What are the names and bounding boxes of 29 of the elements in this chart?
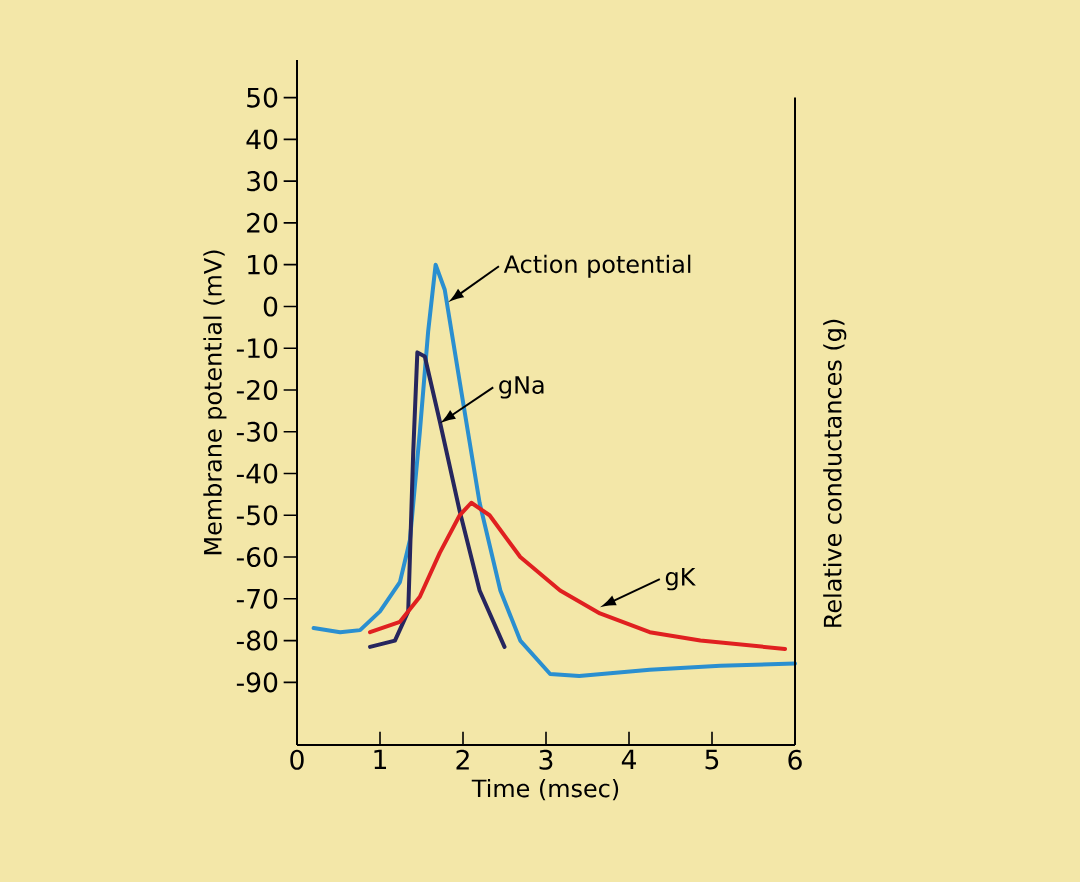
y-tick-label: 50 bbox=[247, 87, 278, 108]
x-tick-label: 1 bbox=[374, 749, 387, 770]
y-tick-label: 0 bbox=[263, 296, 278, 317]
annotation: gK bbox=[665, 567, 696, 591]
y-tick-label: -10 bbox=[236, 338, 278, 359]
x-tick-label: 6 bbox=[788, 749, 802, 770]
y-axis-title: Membrane potential (mV) bbox=[203, 250, 227, 555]
y-tick-label: -40 bbox=[236, 463, 278, 484]
y-tick-label: -20 bbox=[236, 379, 278, 401]
y-tick-label: -60 bbox=[236, 547, 278, 568]
y-tick-label: -30 bbox=[236, 421, 278, 442]
y-tick-label: 10 bbox=[248, 254, 278, 275]
y-tick-label: 20 bbox=[247, 212, 278, 233]
x-tick-label: 4 bbox=[621, 749, 636, 770]
x-tick-label: 5 bbox=[705, 749, 719, 770]
x-tick-label: 0 bbox=[290, 749, 304, 770]
y-tick-label: -90 bbox=[236, 672, 278, 693]
y2-axis-title: Relative conductances (g) bbox=[823, 319, 847, 627]
y-tick-label: -50 bbox=[236, 505, 278, 526]
annotation: Action potential bbox=[503, 254, 691, 278]
annotation: gNa bbox=[499, 376, 544, 399]
y-tick-label: 30 bbox=[247, 171, 278, 192]
x-axis-title: Time (msec) bbox=[471, 778, 619, 801]
y-tick-label: -70 bbox=[236, 588, 278, 609]
line-series bbox=[368, 500, 788, 651]
x-tick-label: 2 bbox=[456, 749, 469, 770]
y-tick-label: 40 bbox=[246, 129, 278, 150]
y-tick-label: -80 bbox=[236, 630, 278, 651]
x-tick-label: 3 bbox=[539, 749, 553, 770]
